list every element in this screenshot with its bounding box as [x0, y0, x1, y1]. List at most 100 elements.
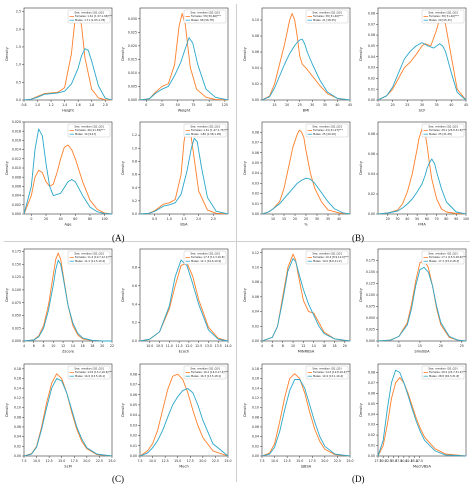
legend-box	[421, 123, 465, 138]
series-line-males	[139, 137, 229, 215]
x-tick-label: 40	[335, 103, 339, 107]
y-tick-label: 0.016	[12, 139, 21, 143]
legend-entry: Males: 29 [25,31]	[429, 18, 452, 22]
x-tick-label: 12.0	[185, 344, 192, 348]
y-tick-label: 0.025	[366, 328, 375, 332]
legend-box	[305, 123, 349, 138]
x-tick-label: 37.5	[395, 459, 402, 463]
y-tick-label: 0.01	[130, 444, 137, 448]
y-tick-label: 0.005	[128, 85, 137, 89]
y-tick-label: 0.10	[252, 266, 259, 270]
x-tick-label: 20	[44, 217, 48, 221]
y-tick-label: 0.030	[128, 17, 137, 21]
y-tick-label: 0.00	[252, 339, 259, 343]
density-chart-16: 27.530.032.535.037.540.042.545.047.5 0.00…	[359, 363, 467, 469]
x-tick-label: 0	[30, 217, 32, 221]
y-tick-label: 0.010	[12, 166, 21, 170]
y-axis-label: Density	[359, 402, 363, 417]
legend-title: Sex: median [Q1,Q3]	[190, 125, 219, 129]
x-tick-label: 13.0	[205, 344, 212, 348]
y-tick-label: 0.2	[132, 199, 137, 203]
x-tick-label: 47.5	[416, 459, 423, 463]
x-tick-label: 8	[43, 344, 45, 348]
y-tick-label: 0.100	[366, 293, 375, 297]
plot-frame	[23, 7, 113, 101]
x-tick-label: 12.5	[195, 344, 202, 348]
legend-box	[183, 9, 227, 24]
legend-title: Sex: median [Q1,Q3]	[190, 252, 219, 256]
legend-box	[421, 365, 465, 380]
x-tick-label: 35.0	[390, 459, 397, 463]
legend-entry: Females: 1.61 [1.57,1.68]***	[75, 14, 113, 18]
series-line-males	[377, 369, 467, 457]
x-tick-label: 40	[449, 103, 453, 107]
y-tick-label: 0.000	[366, 339, 375, 343]
plot-frame	[139, 121, 229, 215]
y-tick-label: 0.02	[252, 192, 259, 196]
y-tick-label: 0.14	[252, 386, 259, 390]
x-axis-label: Zscore	[62, 350, 75, 354]
x-tick-label: 30.0	[380, 459, 387, 463]
y-tick-label: 0.100	[12, 288, 21, 292]
x-tick-label: 13.5	[215, 344, 222, 348]
y-tick-label: 0.06	[14, 425, 21, 429]
y-tick-label: 0.00	[368, 98, 375, 102]
x-tick-label: 2.0	[103, 103, 108, 107]
y-tick-label: 0.04	[252, 435, 259, 439]
legend-title: Sex: median (Q1,Q3)	[428, 367, 457, 371]
y-tick-label: 0.00	[252, 212, 259, 216]
x-tick-label: 12.5	[284, 459, 291, 463]
plot-frame	[377, 121, 467, 215]
x-tick-label: 20	[285, 103, 289, 107]
x-axis-label: BSA	[180, 223, 188, 227]
y-tick-label: 0.04	[252, 310, 259, 314]
y-tick-label: 0.03	[368, 423, 375, 427]
legend-entry: Females: 1.61 [1.47,1.75]***	[191, 128, 229, 132]
x-tick-label: 1.0	[35, 103, 40, 107]
x-tick-label: 60	[425, 217, 429, 221]
y-tick-label: 0.04	[368, 55, 375, 59]
y-tick-label: 0.4	[132, 186, 137, 190]
y-tick-label: 0.05	[368, 44, 375, 48]
x-tick-label: 20	[386, 217, 390, 221]
y-tick-label: 0.0	[16, 98, 21, 102]
y-tick-label: 0.10	[252, 18, 259, 22]
legend-entry: Females: 46 [21,59]***	[75, 128, 106, 132]
legend-entry: Females: 10.3 [8.9,12.6]***	[313, 255, 349, 259]
legend-box	[67, 365, 111, 380]
legend-title: Sex: median [Q1,Q3]	[428, 11, 457, 15]
y-tick-label: 0.08	[14, 415, 21, 419]
x-tick-label: 11.0	[166, 344, 173, 348]
x-tick-label: 10.0	[146, 344, 153, 348]
y-tick-label: 0.06	[252, 295, 259, 299]
x-tick-label: 22.5	[334, 459, 341, 463]
x-tick-label: 25.0	[224, 459, 231, 463]
series-line-males	[139, 37, 229, 101]
x-tick-label: 42.5	[406, 459, 413, 463]
x-tick-label: 20.0	[83, 459, 90, 463]
y-tick-label: 0.08	[368, 132, 375, 136]
x-tick-label: 32.5	[385, 459, 392, 463]
y-tick-label: 2.5	[16, 10, 21, 14]
x-tick-label: 30	[315, 217, 319, 221]
y-tick-label: 0.06	[368, 152, 375, 156]
x-tick-label: 25	[298, 103, 302, 107]
y-tick-label: 0.04	[252, 66, 259, 70]
legend-title: Sex: median (Q1,Q3)	[428, 252, 457, 256]
y-tick-label: 0.05	[130, 403, 137, 407]
y-tick-label: 0.03	[252, 181, 259, 185]
legend-title: Sex: median [Q1,Q3]	[74, 11, 103, 15]
y-tick-label: 0.02	[368, 76, 375, 80]
density-chart-3: 0 20 40 60 80 100 0.000 0.002 0.004 0.006 0.008 0.0…	[5, 120, 113, 227]
y-tick-label: 1.0	[16, 63, 21, 67]
x-tick-label: 15	[418, 344, 422, 348]
series-line-females	[139, 373, 229, 457]
legend-box	[305, 9, 349, 24]
x-tick-label: 100	[206, 103, 212, 107]
legend-title: Sex: median [Q1,Q3]	[428, 125, 457, 129]
y-tick-label: 0.00	[252, 454, 259, 458]
x-axis-label: SCF	[419, 109, 426, 113]
y-tick-label: 0.125	[12, 275, 21, 279]
y-tick-label: 0.175	[12, 250, 21, 254]
y-tick-label: 0.06	[130, 393, 137, 397]
